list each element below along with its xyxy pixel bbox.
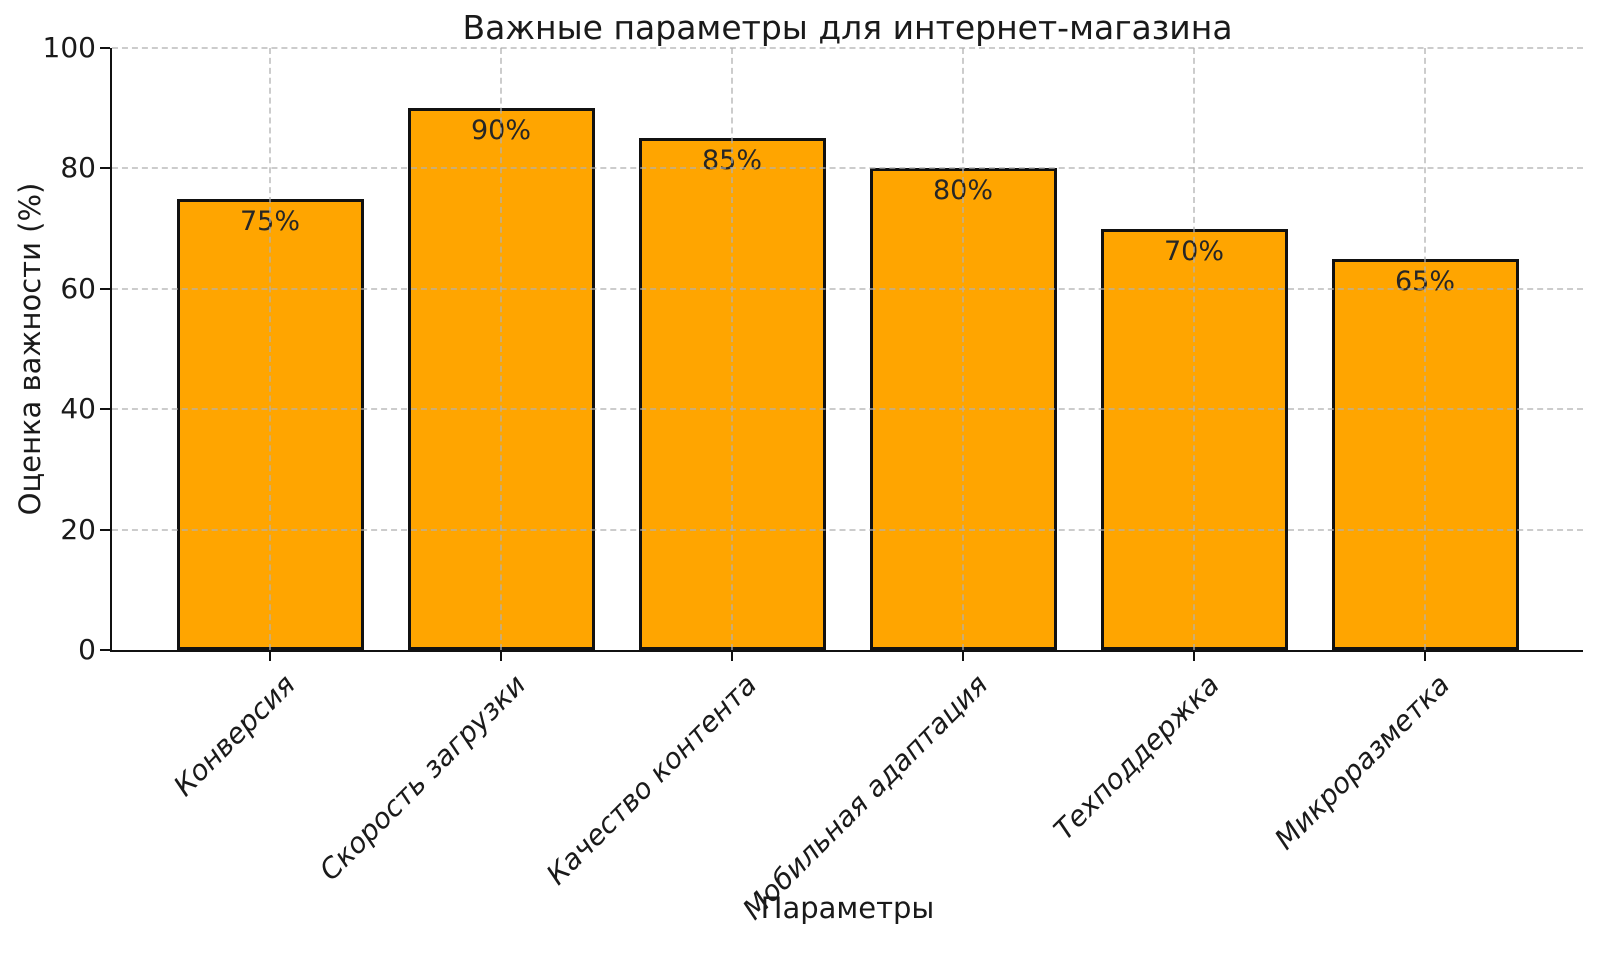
x-tick-label: Мобильная адаптация [736, 668, 995, 927]
bar-4 [869, 168, 1057, 650]
y-tick-label: 100 [42, 31, 96, 64]
bar-5 [1100, 228, 1288, 650]
bar-value-label: 80% [932, 175, 993, 207]
y-tick [100, 167, 110, 170]
h-gridline [112, 167, 1583, 170]
bar-value-label: 70% [1163, 235, 1224, 267]
bar-value-label: 75% [239, 205, 300, 237]
y-tick-label: 0 [78, 633, 96, 666]
x-tick-label: Конверсия [166, 668, 302, 803]
y-tick [100, 649, 110, 651]
y-axis-spine [110, 48, 112, 652]
bar-6 [1331, 258, 1519, 650]
x-tick [1424, 651, 1426, 661]
y-tick-label: 60 [60, 271, 96, 305]
x-tick [269, 651, 271, 661]
x-tick [962, 651, 964, 661]
x-tick-label: Качество контента [540, 668, 764, 892]
x-tick [731, 651, 733, 661]
x-axis-label: Параметры [760, 891, 935, 925]
bar-value-label: 65% [1394, 265, 1455, 297]
h-gridline [112, 47, 1583, 49]
y-tick [100, 408, 110, 411]
x-axis-spine [110, 650, 1583, 652]
plot-area: 75% 90% 85% 80% 70% 65% 0 20 40 60 80 100 Конверсия С… [43, 31, 1583, 926]
x-tick [1193, 651, 1195, 661]
bar-2 [407, 108, 595, 650]
bar-1 [176, 198, 364, 650]
y-tick-label: 20 [60, 512, 96, 546]
y-tick [100, 528, 110, 531]
y-tick [100, 287, 110, 290]
bar-value-label: 85% [701, 145, 762, 177]
y-tick-label: 40 [60, 392, 96, 426]
x-tick [500, 651, 502, 661]
x-tick-label: Техподдержка [1046, 668, 1226, 847]
y-tick-label: 80 [60, 151, 96, 185]
x-tick-label: Скорость загрузки [313, 668, 533, 888]
bar-value-label: 90% [470, 115, 531, 147]
bar-3 [638, 138, 826, 650]
x-tick-label: Микроразметка [1268, 668, 1457, 856]
chart-title: Важные параметры для интернет-магазина [462, 8, 1233, 47]
y-tick [100, 47, 110, 49]
y-axis-label: Оценка важности (%) [13, 182, 47, 516]
